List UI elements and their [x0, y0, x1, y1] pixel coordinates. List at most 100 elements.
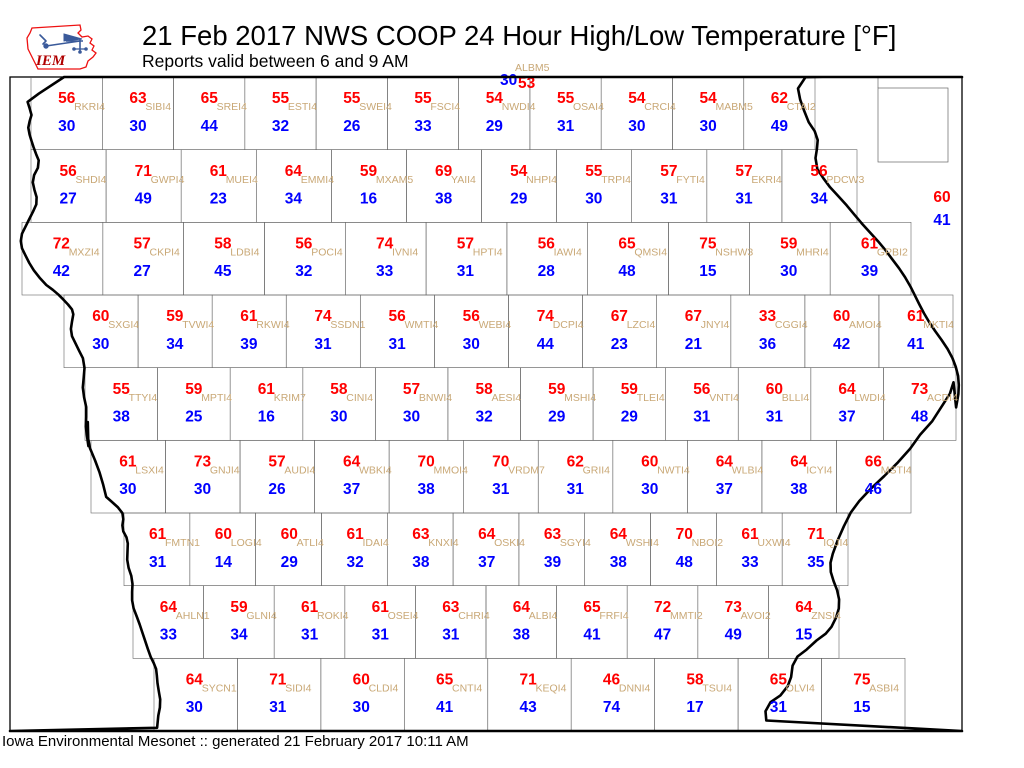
- svg-text:AESI4: AESI4: [492, 392, 522, 404]
- svg-text:30: 30: [129, 118, 146, 135]
- svg-text:CGGI4: CGGI4: [775, 319, 808, 331]
- svg-text:IAWI4: IAWI4: [554, 247, 582, 259]
- svg-text:30: 30: [92, 336, 109, 353]
- svg-text:MXAM5: MXAM5: [376, 174, 414, 186]
- svg-text:59: 59: [185, 381, 203, 398]
- svg-text:62: 62: [771, 90, 788, 107]
- svg-text:64: 64: [285, 163, 303, 180]
- svg-text:39: 39: [861, 263, 879, 280]
- svg-text:34: 34: [285, 190, 303, 207]
- svg-text:56: 56: [389, 308, 407, 325]
- svg-text:MHRI4: MHRI4: [796, 247, 829, 259]
- svg-text:56: 56: [538, 236, 556, 253]
- svg-text:56: 56: [693, 381, 711, 398]
- svg-text:41: 41: [907, 336, 925, 353]
- svg-text:75: 75: [699, 236, 717, 253]
- svg-text:70: 70: [418, 454, 435, 471]
- svg-text:RKWI4: RKWI4: [256, 319, 289, 331]
- svg-text:33: 33: [160, 626, 178, 643]
- svg-text:60: 60: [281, 526, 298, 543]
- svg-text:MXZI4: MXZI4: [69, 247, 100, 259]
- svg-text:60: 60: [92, 308, 109, 325]
- svg-text:73: 73: [194, 454, 212, 471]
- svg-text:73: 73: [911, 381, 929, 398]
- svg-text:26: 26: [268, 481, 286, 498]
- svg-text:KNXI4: KNXI4: [428, 537, 459, 549]
- svg-text:29: 29: [486, 118, 504, 135]
- svg-text:TSUI4: TSUI4: [702, 683, 732, 695]
- svg-text:IVNI4: IVNI4: [392, 247, 418, 259]
- svg-text:41: 41: [933, 212, 951, 229]
- svg-text:61: 61: [119, 454, 137, 471]
- svg-text:57: 57: [735, 163, 752, 180]
- svg-text:56: 56: [810, 163, 828, 180]
- svg-text:CHRI4: CHRI4: [458, 610, 490, 622]
- svg-text:38: 38: [113, 408, 131, 425]
- svg-text:65: 65: [201, 90, 219, 107]
- svg-text:BNWI4: BNWI4: [419, 392, 452, 404]
- svg-text:OSKI4: OSKI4: [494, 537, 525, 549]
- svg-text:63: 63: [442, 599, 460, 616]
- svg-text:15: 15: [853, 699, 871, 716]
- svg-text:54: 54: [510, 163, 528, 180]
- svg-text:59: 59: [621, 381, 639, 398]
- svg-text:ACDI4: ACDI4: [927, 392, 958, 404]
- svg-text:TTYI4: TTYI4: [129, 392, 158, 404]
- svg-text:75: 75: [853, 672, 871, 689]
- svg-text:64: 64: [610, 526, 628, 543]
- svg-text:VRDM7: VRDM7: [508, 465, 545, 477]
- svg-text:54: 54: [628, 90, 646, 107]
- svg-text:58: 58: [330, 381, 348, 398]
- svg-text:SREI4: SREI4: [217, 101, 248, 113]
- svg-text:23: 23: [210, 190, 228, 207]
- svg-text:LZCI4: LZCI4: [627, 319, 656, 331]
- svg-text:31: 31: [770, 699, 788, 716]
- svg-text:59: 59: [360, 163, 378, 180]
- svg-text:67: 67: [611, 308, 628, 325]
- svg-text:65: 65: [618, 236, 636, 253]
- svg-text:NSHW3: NSHW3: [715, 247, 753, 259]
- svg-text:47: 47: [654, 626, 671, 643]
- svg-text:ALBM5: ALBM5: [515, 62, 550, 74]
- svg-text:OSAI4: OSAI4: [573, 101, 604, 113]
- svg-text:64: 64: [716, 454, 734, 471]
- svg-text:60: 60: [641, 454, 658, 471]
- svg-text:61: 61: [907, 308, 925, 325]
- svg-text:CINI4: CINI4: [346, 392, 373, 404]
- svg-text:38: 38: [790, 481, 808, 498]
- svg-text:GPBI2: GPBI2: [877, 247, 908, 259]
- svg-text:15: 15: [795, 626, 813, 643]
- svg-text:60: 60: [353, 672, 370, 689]
- svg-text:56: 56: [463, 308, 481, 325]
- svg-text:61: 61: [741, 526, 759, 543]
- svg-text:65: 65: [770, 672, 788, 689]
- svg-text:44: 44: [537, 336, 555, 353]
- svg-text:37: 37: [838, 408, 855, 425]
- svg-text:64: 64: [186, 672, 204, 689]
- svg-text:GLNI4: GLNI4: [246, 610, 277, 622]
- svg-text:64: 64: [838, 381, 856, 398]
- svg-text:63: 63: [129, 90, 147, 107]
- svg-text:IQJI4: IQJI4: [823, 537, 848, 549]
- svg-text:33: 33: [376, 263, 394, 280]
- svg-text:31: 31: [766, 408, 784, 425]
- svg-text:YAII4: YAII4: [451, 174, 476, 186]
- svg-text:SHDI4: SHDI4: [76, 174, 107, 186]
- svg-text:KRIM7: KRIM7: [274, 392, 306, 404]
- svg-text:59: 59: [230, 599, 248, 616]
- svg-text:FYTI4: FYTI4: [676, 174, 705, 186]
- svg-text:61: 61: [861, 236, 879, 253]
- svg-text:KEQI4: KEQI4: [536, 683, 567, 695]
- svg-text:30: 30: [194, 481, 211, 498]
- svg-text:27: 27: [134, 263, 151, 280]
- svg-text:60: 60: [766, 381, 783, 398]
- svg-text:37: 37: [716, 481, 733, 498]
- svg-text:MSTI4: MSTI4: [881, 465, 912, 477]
- svg-text:30: 30: [780, 263, 797, 280]
- svg-text:OSEI4: OSEI4: [388, 610, 419, 622]
- svg-text:61: 61: [210, 163, 228, 180]
- svg-text:SIDI4: SIDI4: [285, 683, 311, 695]
- svg-text:57: 57: [660, 163, 677, 180]
- svg-text:38: 38: [412, 554, 430, 571]
- svg-text:33: 33: [741, 554, 759, 571]
